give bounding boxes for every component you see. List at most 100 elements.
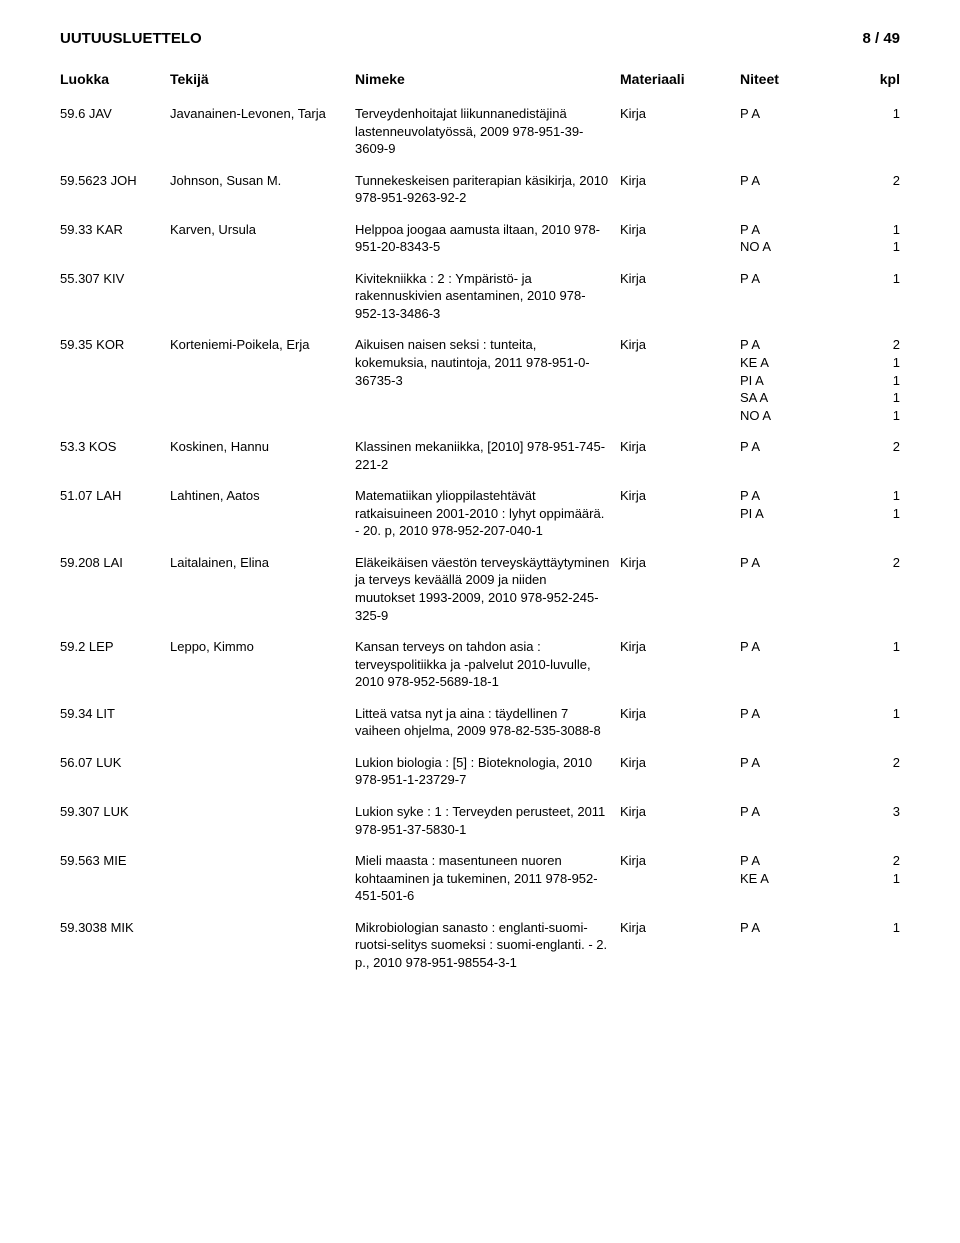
- table-row: 59.3038 MIKMikrobiologian sanasto : engl…: [60, 919, 900, 972]
- cell-nimeke: Lukion syke : 1 : Terveyden perusteet, 2…: [355, 803, 620, 838]
- table-row: 59.208 LAILaitalainen, ElinaEläkeikäisen…: [60, 554, 900, 624]
- table-row: 59.35 KORKorteniemi-Poikela, ErjaAikuise…: [60, 336, 900, 424]
- cell-niteet-group: P A1PI A1: [740, 487, 900, 522]
- niteet-code: P A: [740, 705, 850, 723]
- cell-niteet-group: P A2: [740, 554, 900, 572]
- niteet-line: P A2: [740, 438, 900, 456]
- cell-niteet-group: P A1NO A1: [740, 221, 900, 256]
- cell-materiaali: Kirja: [620, 105, 740, 123]
- cell-luokka: 59.307 LUK: [60, 803, 170, 821]
- cell-nimeke: Terveydenhoitajat liikunnanedistäjinä la…: [355, 105, 620, 158]
- cell-tekija: Javanainen-Levonen, Tarja: [170, 105, 355, 123]
- niteet-line: KE A1: [740, 354, 900, 372]
- niteet-kpl: 2: [850, 852, 900, 870]
- cell-materiaali: Kirja: [620, 852, 740, 870]
- table-row: 51.07 LAHLahtinen, AatosMatematiikan yli…: [60, 487, 900, 540]
- cell-nimeke: Litteä vatsa nyt ja aina : täydellinen 7…: [355, 705, 620, 740]
- cell-materiaali: Kirja: [620, 554, 740, 572]
- cell-niteet-group: P A2KE A1PI A1SA A1NO A1: [740, 336, 900, 424]
- niteet-kpl: 2: [850, 336, 900, 354]
- niteet-kpl: 1: [850, 238, 900, 256]
- niteet-kpl: 1: [850, 407, 900, 425]
- niteet-code: P A: [740, 438, 850, 456]
- cell-nimeke: Mieli maasta : masentuneen nuoren kohtaa…: [355, 852, 620, 905]
- cell-materiaali: Kirja: [620, 803, 740, 821]
- cell-nimeke: Kansan terveys on tahdon asia : terveysp…: [355, 638, 620, 691]
- niteet-kpl: 2: [850, 754, 900, 772]
- niteet-kpl: 1: [850, 487, 900, 505]
- cell-materiaali: Kirja: [620, 221, 740, 239]
- cell-materiaali: Kirja: [620, 270, 740, 288]
- page-number: 8 / 49: [862, 30, 900, 47]
- niteet-kpl: 1: [850, 389, 900, 407]
- cell-materiaali: Kirja: [620, 638, 740, 656]
- cell-luokka: 59.34 LIT: [60, 705, 170, 723]
- niteet-line: P A1: [740, 919, 900, 937]
- niteet-code: KE A: [740, 870, 850, 888]
- niteet-kpl: 1: [850, 221, 900, 239]
- table-row: 59.307 LUK Lukion syke : 1 : Terveyden pe…: [60, 803, 900, 838]
- niteet-line: P A2: [740, 336, 900, 354]
- cell-nimeke: Eläkeikäisen väestön terveyskäyttäytymin…: [355, 554, 620, 624]
- header-title: UUTUUSLUETTELO: [60, 30, 202, 47]
- niteet-kpl: 1: [850, 372, 900, 390]
- cell-niteet-group: P A1: [740, 105, 900, 123]
- cell-luokka: 59.563 MIE: [60, 852, 170, 870]
- cell-luokka: 53.3 KOS: [60, 438, 170, 456]
- cell-niteet-group: P A1: [740, 919, 900, 937]
- niteet-kpl: 1: [850, 505, 900, 523]
- niteet-line: KE A1: [740, 870, 900, 888]
- cell-niteet-group: P A2: [740, 438, 900, 456]
- niteet-line: P A2: [740, 172, 900, 190]
- niteet-line: P A3: [740, 803, 900, 821]
- niteet-line: P A1: [740, 221, 900, 239]
- cell-luokka: 59.2 LEP: [60, 638, 170, 656]
- cell-tekija: Laitalainen, Elina: [170, 554, 355, 572]
- cell-materiaali: Kirja: [620, 438, 740, 456]
- niteet-line: P A1: [740, 270, 900, 288]
- table-row: 55.307 KIV Kivitekniikka : 2 : Ympäristö-…: [60, 270, 900, 323]
- column-headers: Luokka Tekijä Nimeke Materiaali Niteet k…: [60, 71, 900, 87]
- niteet-code: P A: [740, 487, 850, 505]
- niteet-code: P A: [740, 336, 850, 354]
- niteet-line: P A2: [740, 554, 900, 572]
- cell-luokka: 55.307 KIV: [60, 270, 170, 288]
- cell-niteet-group: P A1: [740, 270, 900, 288]
- niteet-code: SA A: [740, 389, 850, 407]
- col-tekija: Tekijä: [170, 71, 355, 87]
- niteet-code: P A: [740, 221, 850, 239]
- niteet-kpl: 2: [850, 172, 900, 190]
- table-row: 59.2 LEPLeppo, KimmoKansan terveys on ta…: [60, 638, 900, 691]
- niteet-line: NO A1: [740, 238, 900, 256]
- niteet-kpl: 2: [850, 438, 900, 456]
- col-niteet: Niteet: [740, 71, 850, 87]
- cell-luokka: 51.07 LAH: [60, 487, 170, 505]
- page: UUTUUSLUETTELO 8 / 49 Luokka Tekijä Nime…: [0, 0, 960, 1025]
- niteet-line: P A1: [740, 638, 900, 656]
- niteet-code: P A: [740, 803, 850, 821]
- niteet-kpl: 1: [850, 270, 900, 288]
- niteet-code: P A: [740, 105, 850, 123]
- niteet-code: KE A: [740, 354, 850, 372]
- niteet-kpl: 1: [850, 870, 900, 888]
- col-luokka: Luokka: [60, 71, 170, 87]
- cell-materiaali: Kirja: [620, 487, 740, 505]
- cell-luokka: 59.3038 MIK: [60, 919, 170, 937]
- cell-tekija: Leppo, Kimmo: [170, 638, 355, 656]
- cell-nimeke: Kivitekniikka : 2 : Ympäristö- ja rakenn…: [355, 270, 620, 323]
- cell-niteet-group: P A1: [740, 705, 900, 723]
- cell-nimeke: Klassinen mekaniikka, [2010] 978-951-745…: [355, 438, 620, 473]
- col-nimeke: Nimeke: [355, 71, 620, 87]
- table-row: 56.07 LUKLukion biologia : [5] : Biotekn…: [60, 754, 900, 789]
- niteet-code: P A: [740, 754, 850, 772]
- cell-materiaali: Kirja: [620, 919, 740, 937]
- cell-luokka: 59.33 KAR: [60, 221, 170, 239]
- niteet-line: PI A1: [740, 372, 900, 390]
- cell-luokka: 59.35 KOR: [60, 336, 170, 354]
- niteet-code: P A: [740, 554, 850, 572]
- niteet-kpl: 3: [850, 803, 900, 821]
- cell-niteet-group: P A2: [740, 754, 900, 772]
- niteet-line: P A1: [740, 105, 900, 123]
- cell-niteet-group: P A2KE A1: [740, 852, 900, 887]
- niteet-code: P A: [740, 638, 850, 656]
